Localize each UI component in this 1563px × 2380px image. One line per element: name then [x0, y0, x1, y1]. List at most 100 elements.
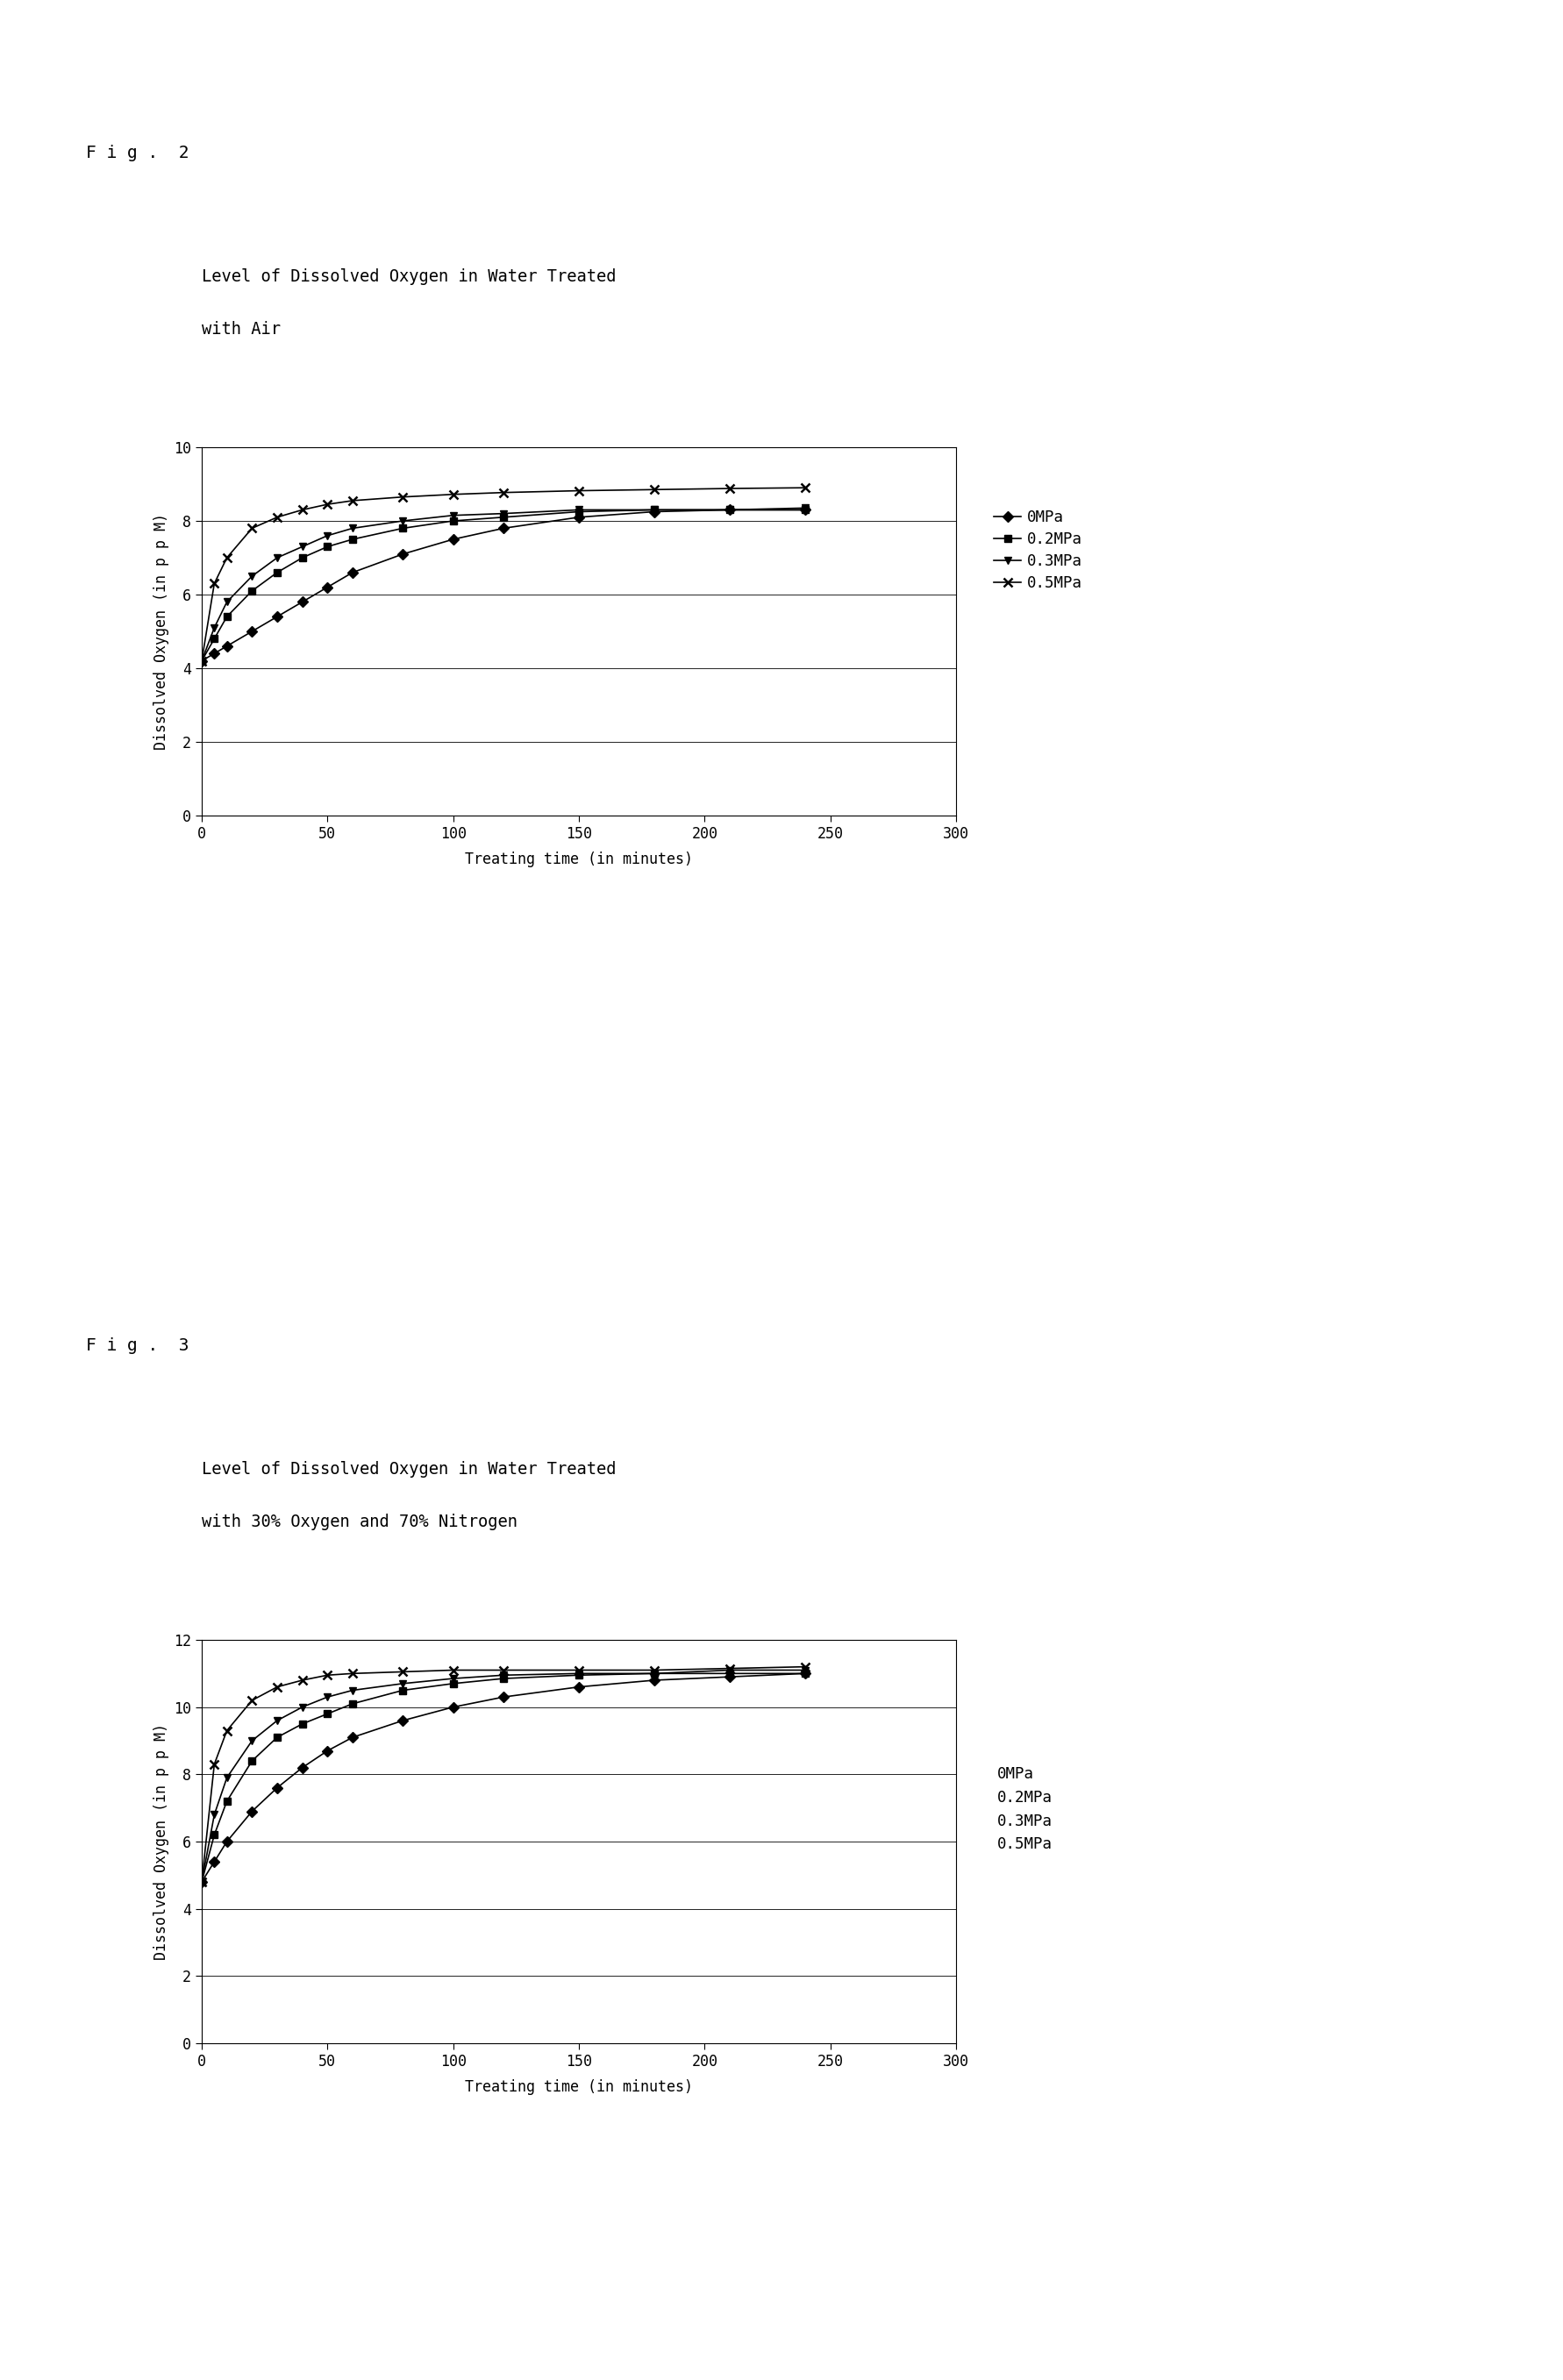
0.2MPa — [721, 495, 739, 524]
0.5MPa — [394, 483, 413, 512]
0.5MPa — [721, 474, 739, 502]
Text: with 30% Oxygen and 70% Nitrogen: with 30% Oxygen and 70% Nitrogen — [202, 1514, 517, 1530]
0.5MPa — [796, 1652, 814, 1680]
0.2MPa — [205, 624, 224, 652]
0.5MPa — [494, 1656, 513, 1685]
Text: with Air: with Air — [202, 321, 280, 338]
0MPa — [342, 559, 361, 588]
0.5MPa — [217, 543, 236, 571]
0MPa — [644, 497, 663, 526]
0MPa — [644, 1666, 663, 1695]
X-axis label: Treating time (in minutes): Treating time (in minutes) — [464, 852, 692, 866]
Text: F i g .  2: F i g . 2 — [86, 145, 189, 162]
0MPa — [394, 540, 413, 569]
0MPa — [317, 574, 336, 602]
Legend: 0MPa, 0.2MPa, 0.3MPa, 0.5MPa: 0MPa, 0.2MPa, 0.3MPa, 0.5MPa — [993, 509, 1082, 590]
0MPa — [242, 1797, 261, 1825]
0MPa — [721, 495, 739, 524]
0.2MPa — [644, 495, 663, 524]
Line: 0.2MPa: 0.2MPa — [199, 507, 808, 664]
0.2MPa — [217, 602, 236, 631]
0.3MPa — [644, 495, 663, 524]
0.3MPa — [721, 1656, 739, 1685]
0.2MPa — [394, 514, 413, 543]
0.3MPa — [205, 1799, 224, 1828]
0MPa — [242, 616, 261, 645]
0.3MPa — [267, 543, 286, 571]
0MPa — [267, 602, 286, 631]
0.5MPa — [242, 514, 261, 543]
0.2MPa — [205, 1821, 224, 1849]
0.5MPa — [644, 476, 663, 505]
Y-axis label: Dissolved Oxygen (in p p M): Dissolved Oxygen (in p p M) — [153, 1723, 169, 1961]
0MPa — [494, 514, 513, 543]
0.3MPa — [342, 1676, 361, 1704]
0.2MPa — [317, 1699, 336, 1728]
0.5MPa — [342, 1659, 361, 1687]
Line: 0MPa: 0MPa — [199, 1671, 808, 1885]
0MPa — [217, 1828, 236, 1856]
0.2MPa — [192, 647, 211, 676]
0.2MPa — [242, 576, 261, 605]
0.5MPa — [444, 481, 463, 509]
Legend: 0MPa, 0.2MPa, 0.3MPa, 0.5MPa: 0MPa, 0.2MPa, 0.3MPa, 0.5MPa — [993, 1766, 1052, 1852]
Line: 0.5MPa: 0.5MPa — [197, 1664, 810, 1887]
0.2MPa — [192, 1868, 211, 1897]
0.2MPa — [444, 507, 463, 536]
0.3MPa — [342, 514, 361, 543]
0MPa — [721, 1664, 739, 1692]
0.3MPa — [292, 1692, 311, 1721]
0.2MPa — [644, 1659, 663, 1687]
0.2MPa — [292, 1709, 311, 1737]
0.3MPa — [205, 614, 224, 643]
0.5MPa — [394, 1656, 413, 1685]
0MPa — [494, 1683, 513, 1711]
0.5MPa — [342, 486, 361, 514]
0.2MPa — [217, 1787, 236, 1816]
0.3MPa — [569, 1659, 588, 1687]
0.2MPa — [796, 495, 814, 524]
0.5MPa — [205, 1749, 224, 1778]
0.5MPa — [205, 569, 224, 597]
0.3MPa — [317, 521, 336, 550]
0.3MPa — [242, 562, 261, 590]
0.3MPa — [494, 500, 513, 528]
0.3MPa — [192, 1868, 211, 1897]
0.3MPa — [444, 1664, 463, 1692]
0.5MPa — [721, 1654, 739, 1683]
0.2MPa — [342, 526, 361, 555]
0.3MPa — [217, 1764, 236, 1792]
0.2MPa — [569, 497, 588, 526]
Text: F i g .  3: F i g . 3 — [86, 1338, 189, 1354]
0.3MPa — [796, 1656, 814, 1685]
0.5MPa — [217, 1716, 236, 1745]
0.3MPa — [494, 1661, 513, 1690]
0MPa — [796, 1659, 814, 1687]
0.5MPa — [317, 1661, 336, 1690]
Text: Level of Dissolved Oxygen in Water Treated: Level of Dissolved Oxygen in Water Treat… — [202, 1461, 616, 1478]
0MPa — [569, 502, 588, 531]
0.3MPa — [292, 533, 311, 562]
0.3MPa — [444, 502, 463, 531]
0MPa — [569, 1673, 588, 1702]
0.2MPa — [569, 1661, 588, 1690]
0.5MPa — [796, 474, 814, 502]
0MPa — [317, 1737, 336, 1766]
0.2MPa — [444, 1668, 463, 1697]
0.2MPa — [267, 1723, 286, 1752]
Y-axis label: Dissolved Oxygen (in p p M): Dissolved Oxygen (in p p M) — [153, 514, 169, 750]
0MPa — [192, 647, 211, 676]
0.3MPa — [217, 588, 236, 616]
0.2MPa — [292, 543, 311, 571]
0.3MPa — [569, 495, 588, 524]
0MPa — [394, 1706, 413, 1735]
0.3MPa — [192, 647, 211, 676]
0.5MPa — [569, 1656, 588, 1685]
0.3MPa — [644, 1659, 663, 1687]
0MPa — [342, 1723, 361, 1752]
0.5MPa — [569, 476, 588, 505]
0MPa — [267, 1773, 286, 1802]
0.5MPa — [494, 478, 513, 507]
0.2MPa — [342, 1690, 361, 1718]
0MPa — [444, 526, 463, 555]
